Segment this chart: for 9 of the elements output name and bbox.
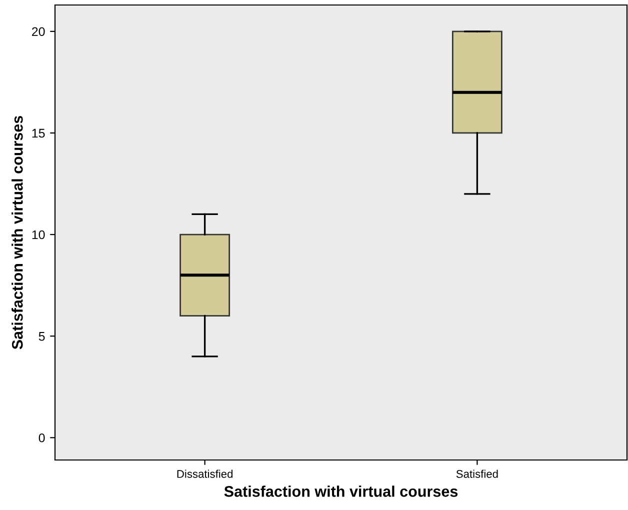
x-tick-label: Dissatisfied (177, 470, 232, 478)
y-tick-label: 5 (38, 332, 45, 341)
y-tick-label: 20 (32, 27, 45, 36)
y-tick-label: 0 (38, 433, 45, 442)
y-axis-title: Satisfaction with virtual courses (12, 116, 23, 350)
y-tick-label: 10 (32, 230, 45, 240)
y-tick-label: 15 (32, 128, 45, 138)
x-axis-title: Satisfaction with virtual courses (224, 486, 458, 497)
x-tick-label: Satisfied (456, 470, 498, 478)
